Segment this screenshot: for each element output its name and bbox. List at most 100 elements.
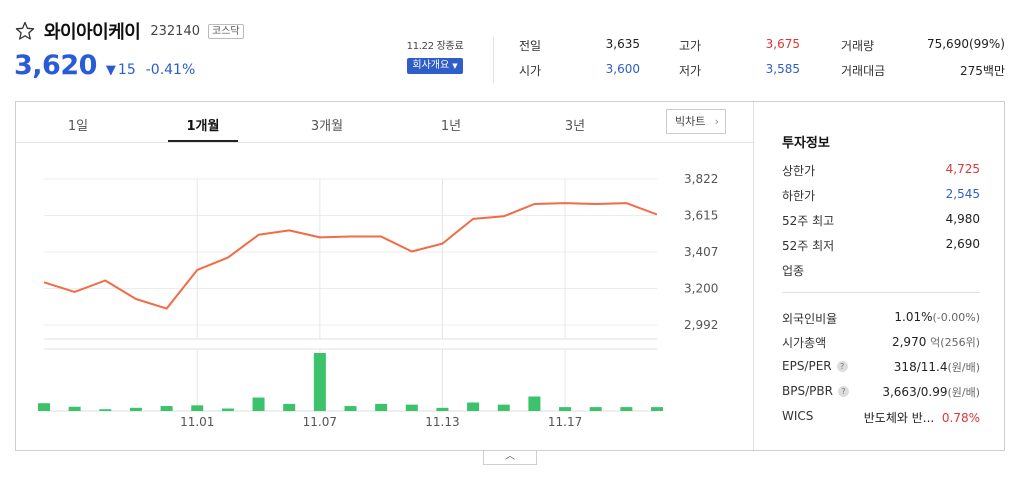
star-icon[interactable]: [14, 20, 36, 42]
info-label: 하한가: [782, 189, 816, 203]
bigchart-button[interactable]: 빅차트 ›: [666, 109, 726, 134]
info-row-foreign: 외국인비율 1.01%(-0.00%): [782, 310, 980, 326]
info-value: 2,690: [945, 237, 980, 251]
down-triangle-icon: ▼: [105, 63, 116, 78]
volume-bar: [436, 407, 449, 411]
y-tick-label: 3,615: [684, 209, 718, 223]
market-close-info: 11.22 장종료 회사개요 ▼: [402, 37, 468, 74]
info-divider: [782, 292, 980, 293]
quote-value: 3,585: [765, 62, 800, 76]
volume-bar: [38, 403, 50, 411]
volume-bar: [221, 408, 234, 411]
info-row-mcap: 시가총액 2,970 억(256위): [782, 334, 980, 350]
info-label: 52주 최저: [782, 239, 835, 253]
close-date: 11.22 장종료: [406, 41, 464, 52]
current-price: 3,620: [14, 50, 97, 81]
info-value: 4,980: [945, 212, 980, 226]
info-row: 52주 최고 4,980: [782, 212, 980, 228]
company-overview-button[interactable]: 회사개요 ▼: [407, 58, 463, 74]
foreign-ratio-change: (-0.00%): [932, 311, 981, 324]
bps-pbr-number: 3,663/0.99: [882, 385, 948, 399]
x-tick-label: 11.01: [180, 415, 214, 429]
quote-value: 3,635: [605, 37, 640, 51]
info-row-eps: EPS/PER? 318/11.4(원/배): [782, 359, 980, 375]
info-value: 4,725: [945, 162, 980, 176]
volume-bar: [313, 353, 326, 411]
volume-bar: [129, 407, 142, 411]
info-row: 하한가 2,545: [782, 187, 980, 203]
stock-title-row: 와이아이케이 232140 코스닥: [14, 18, 244, 44]
chart-panel: 1일 1개월 3개월 1년 3년 빅차트 › 3,822 3,615 3,407 3,…: [15, 101, 1005, 451]
price-chart[interactable]: 3,822 3,615 3,407 3,200 2,992 11.01 11.07 11.13…: [16, 143, 753, 450]
wics-label: WICS: [782, 409, 814, 423]
quote-label: 저가: [679, 64, 702, 78]
wics-value[interactable]: 반도체와 반... 0.78%: [864, 409, 980, 426]
volume-bar: [344, 406, 357, 411]
quote-label: 고가: [679, 39, 702, 53]
help-icon[interactable]: ?: [836, 361, 848, 372]
period-tabs: 1일 1개월 3개월 1년 3년 빅차트 ›: [16, 102, 753, 143]
eps-per-unit: (원/배): [947, 361, 980, 374]
volume-bar: [497, 404, 510, 411]
tab-1day[interactable]: 1일: [67, 119, 89, 134]
x-tick-label: 11.17: [548, 415, 582, 429]
volume-bar: [252, 397, 265, 411]
change-value: 15: [117, 62, 136, 78]
header-divider: [493, 37, 494, 83]
volume-bar: [191, 405, 204, 411]
info-row-bps: BPS/PBR? 3,663/0.99(원/배): [782, 384, 980, 400]
quote-value: 75,690(99%): [926, 37, 1005, 51]
price-row: 3,620 ▼ 15 -0.41%: [14, 50, 195, 81]
market-cap-value: 2,970 억(256위): [892, 334, 980, 350]
tab-1year[interactable]: 1년: [440, 119, 462, 134]
quote-label: 시가: [519, 64, 542, 78]
y-tick-label: 3,407: [684, 245, 718, 259]
market-cap-unit: 억(256위): [930, 336, 980, 349]
quote-label: 거래대금: [841, 64, 886, 78]
bps-pbr-value: 3,663/0.99(원/배): [882, 384, 980, 400]
quote-value: 3,675: [765, 37, 800, 51]
info-label: 업종: [782, 264, 805, 278]
volume-bar: [528, 396, 541, 411]
info-row: 상한가 4,725: [782, 162, 980, 178]
x-tick-label: 11.07: [303, 415, 337, 429]
market-cap-label: 시가총액: [782, 336, 827, 350]
tab-1month[interactable]: 1개월: [186, 119, 220, 134]
volume-bar: [283, 403, 296, 411]
volume-bar: [559, 407, 572, 411]
info-row: 업종: [782, 262, 980, 278]
wics-sector[interactable]: 반도체와 반...: [863, 411, 935, 425]
volume-bar: [160, 406, 173, 411]
foreign-ratio-number: 1.01%: [894, 310, 933, 324]
chevron-right-icon: ›: [714, 115, 719, 128]
change-percent: -0.41%: [145, 62, 196, 78]
volume-bar: [99, 409, 112, 411]
volume-bar: [375, 403, 388, 411]
caret-down-icon: ▼: [452, 62, 458, 70]
collapse-toggle[interactable]: ︿: [483, 451, 537, 465]
foreign-ratio-label: 외국인비율: [782, 312, 838, 326]
eps-per-label: EPS/PER?: [782, 359, 848, 373]
active-tab-underline: [168, 140, 238, 142]
info-label: 상한가: [782, 164, 816, 178]
info-row-wics: WICS 반도체와 반... 0.78%: [782, 409, 980, 425]
volume-bar: [589, 407, 602, 411]
price-line: [43, 202, 658, 310]
bps-pbr-text: BPS/PBR: [782, 384, 833, 398]
quote-value: 275백만: [960, 64, 1005, 78]
tab-3year[interactable]: 3년: [564, 119, 586, 134]
help-icon[interactable]: ?: [837, 386, 849, 397]
tab-3month[interactable]: 3개월: [310, 119, 344, 134]
volume-bar: [467, 402, 480, 411]
eps-per-value: 318/11.4(원/배): [894, 359, 980, 375]
eps-per-text: EPS/PER: [782, 359, 832, 373]
bps-pbr-label: BPS/PBR?: [782, 384, 849, 398]
market-badge: 코스닥: [208, 23, 244, 39]
info-label: 52주 최고: [782, 214, 835, 228]
bigchart-label: 빅차트: [675, 115, 706, 128]
stock-code: 232140: [150, 23, 200, 39]
volume-bar: [405, 404, 418, 411]
wics-percent: 0.78%: [941, 411, 980, 425]
y-tick-label: 3,822: [684, 172, 718, 186]
quote-label: 거래량: [841, 39, 875, 53]
